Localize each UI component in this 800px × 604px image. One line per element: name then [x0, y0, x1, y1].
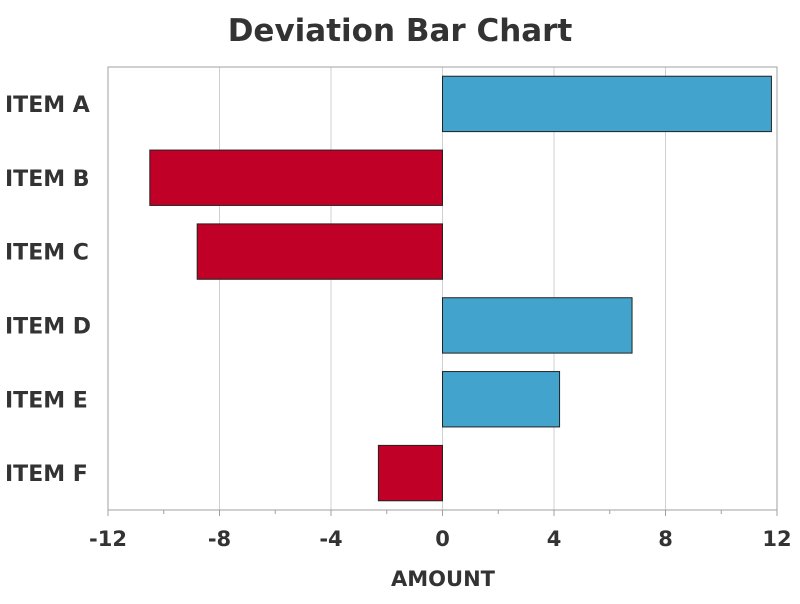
category-label: ITEM D	[5, 314, 91, 339]
chart-title: Deviation Bar Chart	[228, 13, 573, 49]
bar-item-f	[377, 444, 444, 502]
x-tick-label: 0	[435, 527, 450, 551]
bars	[149, 75, 772, 502]
category-label: ITEM F	[5, 462, 88, 487]
category-label: ITEM C	[5, 241, 89, 266]
bar-item-b	[149, 149, 443, 206]
category-label: ITEM E	[5, 388, 88, 413]
bar-item-c	[196, 223, 443, 280]
bar-item-e	[442, 371, 561, 428]
bar-item-d	[442, 297, 633, 354]
x-tick-label: -4	[319, 527, 342, 551]
x-axis-title: AMOUNT	[391, 567, 496, 591]
x-tick-label: 4	[547, 527, 562, 551]
x-tick-label: 12	[762, 527, 791, 551]
x-axis-ticks: -12 -8 -4 0 4 8 12	[89, 510, 792, 551]
category-label: ITEM A	[5, 93, 90, 118]
x-tick-label: 8	[658, 527, 673, 551]
x-tick-label: -12	[89, 527, 127, 551]
category-label: ITEM B	[5, 167, 90, 192]
bar-item-a	[442, 75, 772, 133]
grid-lines	[219, 67, 666, 510]
category-labels: ITEM A ITEM B ITEM C ITEM D ITEM E ITEM F	[5, 93, 91, 487]
x-tick-label: -8	[208, 527, 231, 551]
